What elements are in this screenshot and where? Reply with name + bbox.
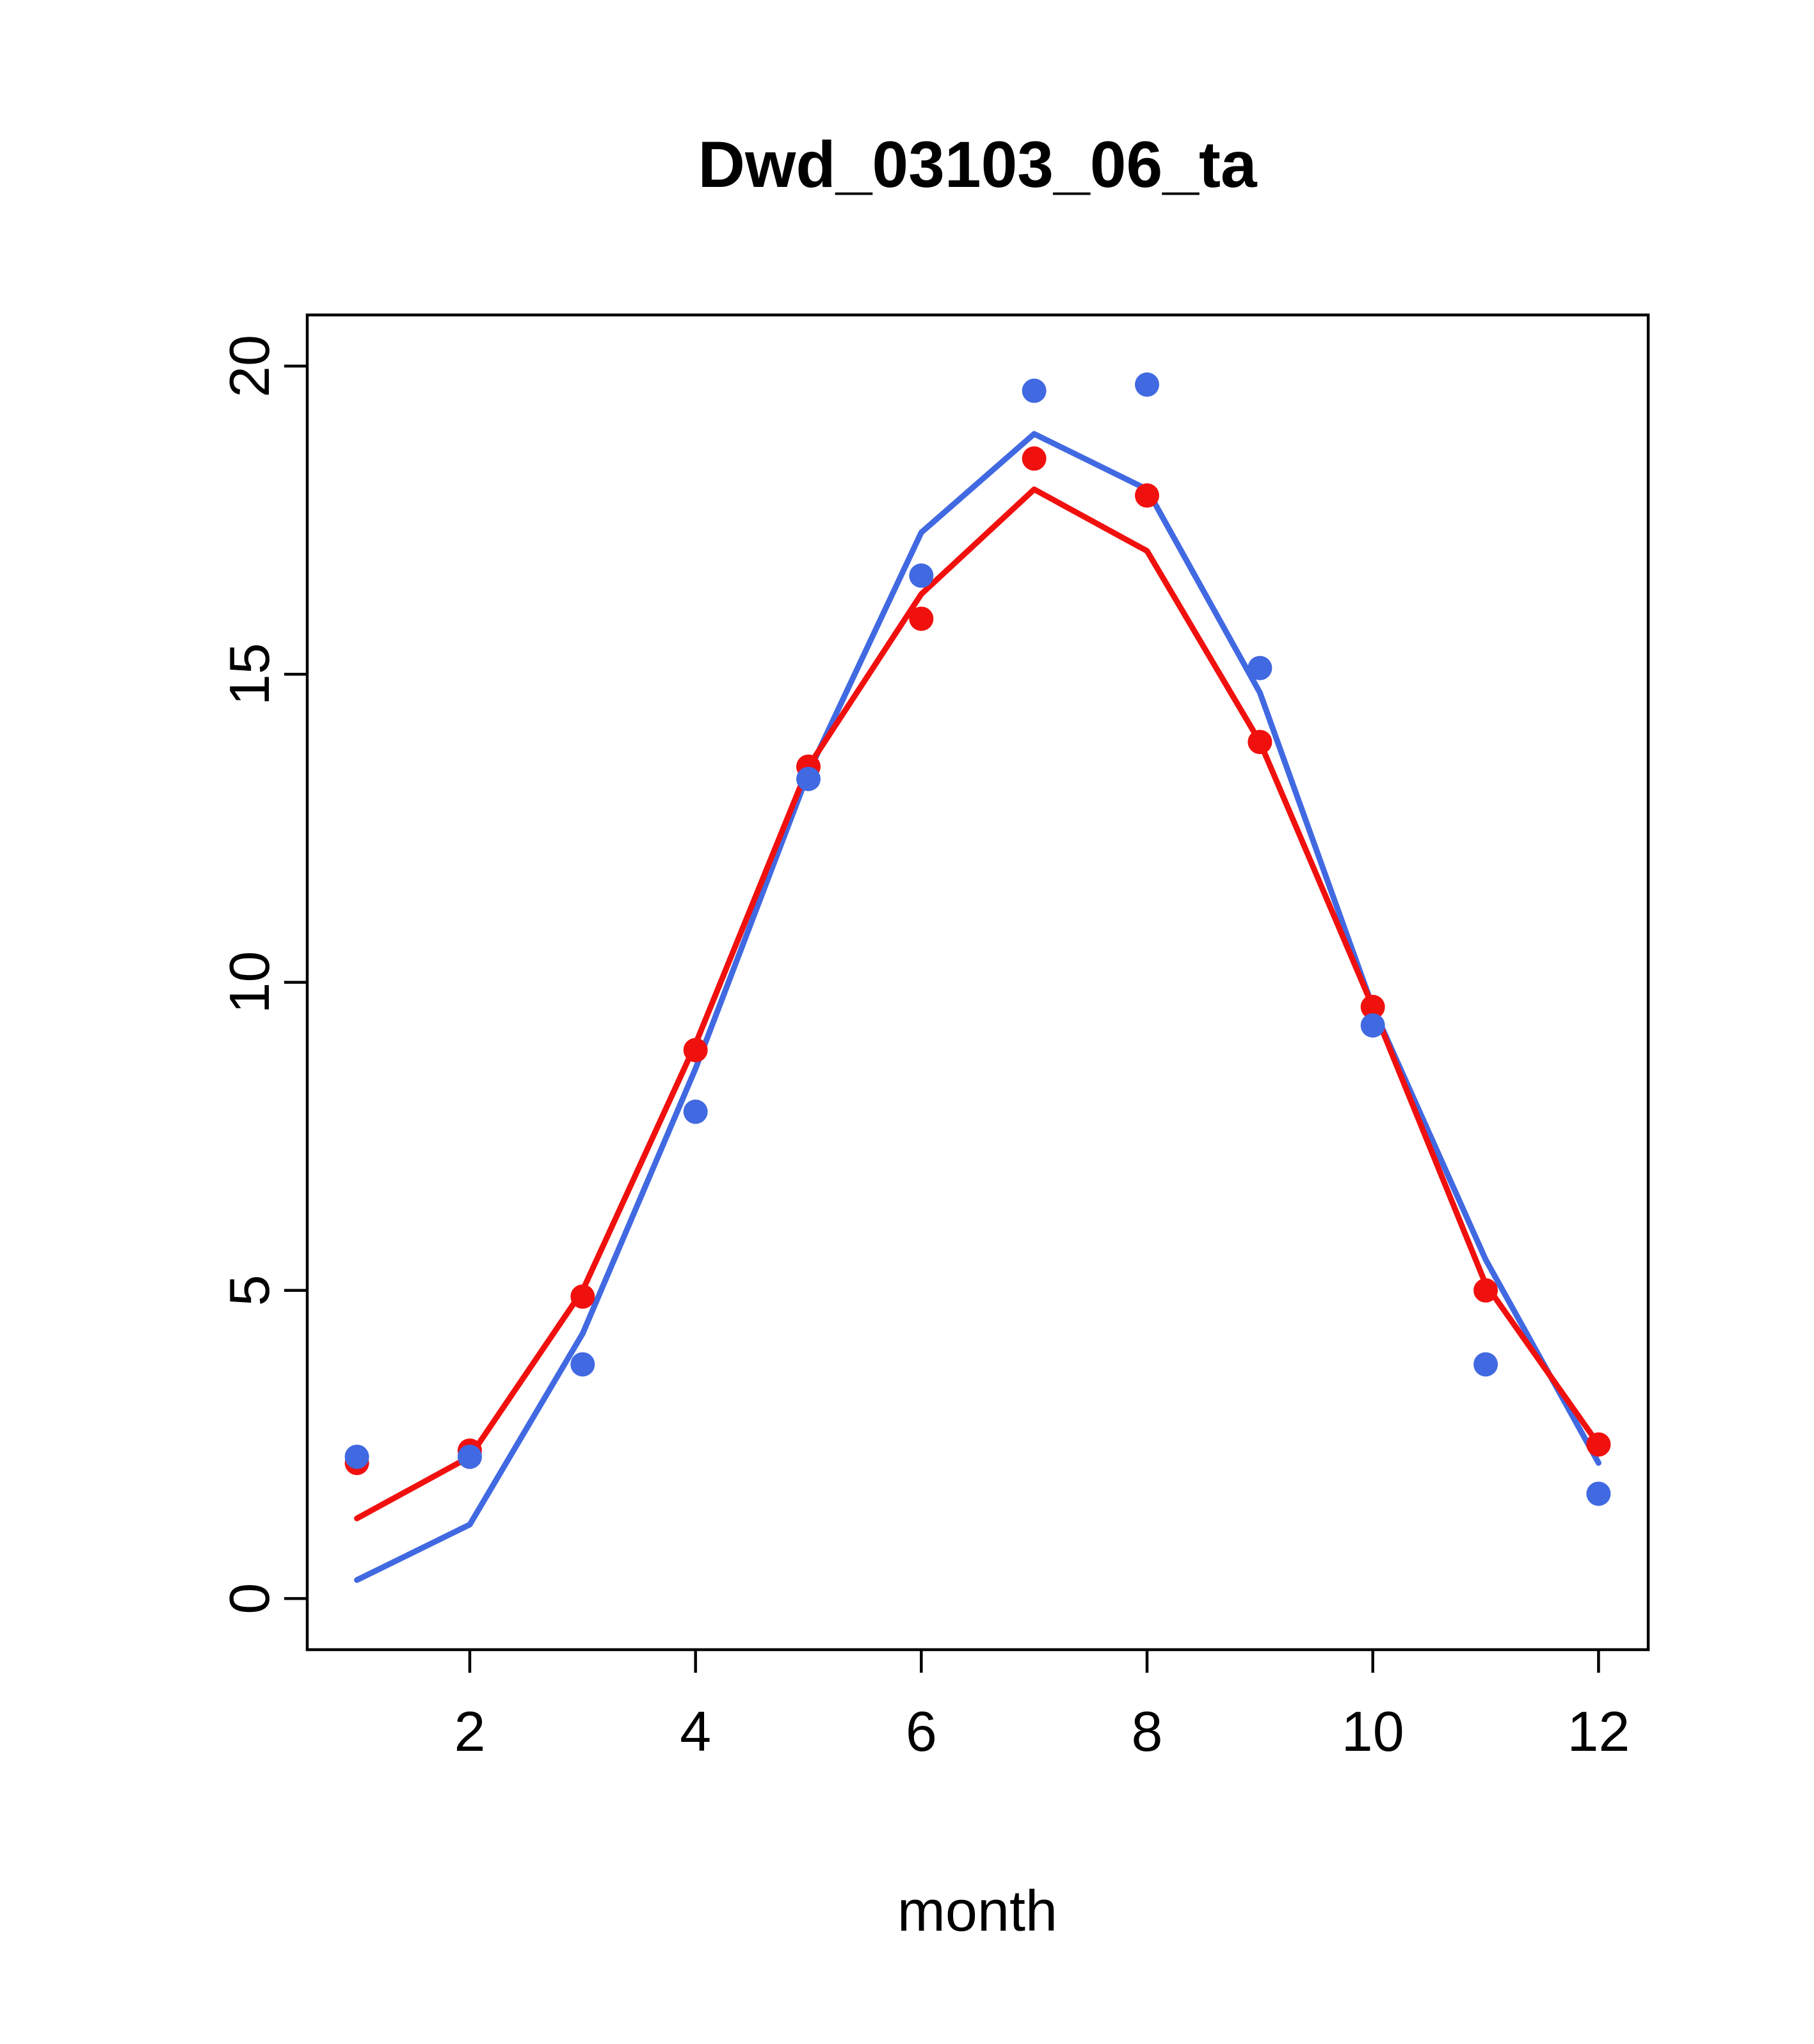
x-tick-label: 12 bbox=[1567, 1700, 1630, 1763]
plot-content: 2 4 6 8 10 12 0 5 10 15 20 bbox=[218, 313, 1650, 1763]
y-tick-label: 0 bbox=[218, 1583, 281, 1614]
blue-points-marker bbox=[570, 1352, 595, 1377]
blue-points-marker bbox=[909, 563, 934, 588]
red-points-marker bbox=[1586, 1432, 1611, 1457]
x-tick-label: 8 bbox=[1132, 1700, 1163, 1763]
red-points-marker bbox=[1022, 446, 1047, 471]
blue-points-marker bbox=[457, 1444, 482, 1469]
x-axis-label: month bbox=[897, 1879, 1057, 1943]
y-tick-label: 15 bbox=[218, 643, 281, 705]
blue-points-marker bbox=[683, 1099, 708, 1124]
blue-points-marker bbox=[344, 1444, 369, 1469]
x-tick-label: 4 bbox=[680, 1700, 711, 1763]
x-tick-label: 6 bbox=[906, 1700, 937, 1763]
chart-title: Dwd_03103_06_ta bbox=[698, 128, 1258, 201]
blue-line bbox=[354, 431, 1601, 1583]
y-tick-label: 10 bbox=[218, 951, 281, 1014]
red-points-marker bbox=[1135, 483, 1160, 508]
red-points-marker bbox=[909, 606, 934, 631]
red-line bbox=[354, 486, 1601, 1522]
blue-points-marker bbox=[1135, 372, 1160, 397]
plot-box bbox=[305, 313, 1650, 1652]
red-points-marker bbox=[1248, 730, 1272, 755]
blue-points-marker bbox=[1022, 378, 1047, 403]
blue-points-marker bbox=[1473, 1352, 1498, 1377]
x-tick-label: 10 bbox=[1342, 1700, 1404, 1763]
red-points-marker bbox=[570, 1284, 595, 1309]
y-tick-label: 20 bbox=[218, 335, 281, 398]
blue-points-marker bbox=[1248, 656, 1272, 680]
blue-points-marker bbox=[1586, 1481, 1611, 1506]
y-tick-label: 5 bbox=[218, 1275, 281, 1306]
red-points-marker bbox=[1360, 995, 1385, 1020]
blue-points-marker bbox=[796, 766, 821, 791]
x-tick-label: 2 bbox=[454, 1700, 485, 1763]
red-points-marker bbox=[1473, 1278, 1498, 1303]
red-points-marker bbox=[683, 1038, 708, 1063]
blue-points-marker bbox=[1360, 1013, 1385, 1038]
